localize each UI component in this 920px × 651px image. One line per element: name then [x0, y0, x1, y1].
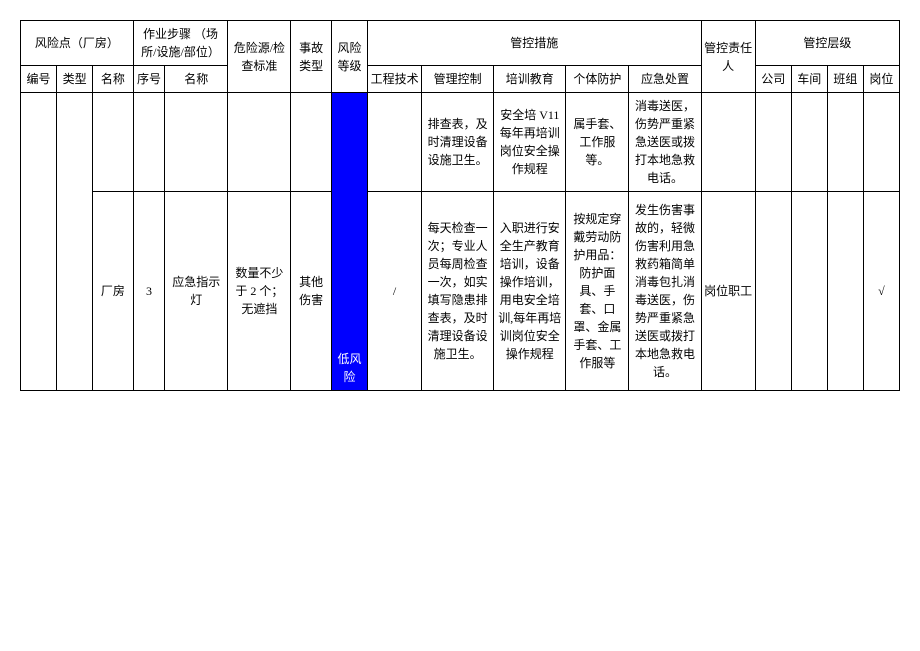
cell-company — [755, 192, 791, 391]
header-post: 岗位 — [863, 66, 899, 93]
cell-emergency: 发生伤害事故的，轻微伤害利用急救药箱简单消毒包扎消毒送医，伤势严重紧急送医或拨打… — [629, 192, 701, 391]
cell-team — [827, 93, 863, 192]
cell-step-name: 应急指示灯 — [165, 192, 228, 391]
cell-eng-tech — [368, 93, 422, 192]
cell-mgmt-control: 排查表，及时清理设备设施卫生。 — [422, 93, 494, 192]
cell-team — [827, 192, 863, 391]
cell-emergency: 消毒送医，伤势严重紧急送医或拨打本地急救电话。 — [629, 93, 701, 192]
cell-accident — [291, 93, 332, 192]
cell-step-name — [165, 93, 228, 192]
cell-workshop — [791, 192, 827, 391]
header-eng-tech: 工程技术 — [368, 66, 422, 93]
cell-mgmt-control: 每天检查一次；专业人员每周检查一次，如实填写隐患排查表，及时清理设备设施卫生。 — [422, 192, 494, 391]
cell-responsible: 岗位职工 — [701, 192, 755, 391]
cell-ppe: 按规定穿戴劳动防护用品：防护面具、手套、口罩、金属手套、工作服等 — [566, 192, 629, 391]
header-risk-point: 风险点（厂房） — [21, 21, 134, 66]
header-accident-type: 事故类型 — [291, 21, 332, 93]
cell-hazard: 数量不少于 2 个；无遮挡 — [228, 192, 291, 391]
header-emergency: 应急处置 — [629, 66, 701, 93]
cell-risk-level: 低风险 — [331, 93, 367, 391]
cell-seq — [133, 93, 165, 192]
header-work-step: 作业步骤 （场所/设施/部位） — [133, 21, 228, 66]
cell-workshop — [791, 93, 827, 192]
cell-hazard — [228, 93, 291, 192]
header-risk-level: 风险等级 — [331, 21, 367, 93]
header-name: 名称 — [93, 66, 134, 93]
risk-table: 风险点（厂房） 作业步骤 （场所/设施/部位） 危险源/检查标准 事故类型 风险… — [20, 20, 900, 391]
header-ppe: 个体防护 — [566, 66, 629, 93]
cell-post — [863, 93, 899, 192]
header-hazard-source: 危险源/检查标准 — [228, 21, 291, 93]
cell-ppe: 属手套、工作服等。 — [566, 93, 629, 192]
cell-seq: 3 — [133, 192, 165, 391]
cell-responsible — [701, 93, 755, 192]
cell-name — [93, 93, 134, 192]
header-category: 类型 — [57, 66, 93, 93]
header-seq: 序号 — [133, 66, 165, 93]
header-team: 班组 — [827, 66, 863, 93]
cell-category — [57, 93, 93, 391]
header-control-measure: 管控措施 — [368, 21, 702, 66]
cell-training: 安全培 V11 每年再培训岗位安全操作规程 — [494, 93, 566, 192]
cell-name: 厂房 — [93, 192, 134, 391]
cell-eng-tech: / — [368, 192, 422, 391]
header-control-level: 管控层级 — [755, 21, 899, 66]
cell-id — [21, 93, 57, 391]
header-training: 培训教育 — [494, 66, 566, 93]
cell-post: √ — [863, 192, 899, 391]
table-row: 厂房 3 应急指示灯 数量不少于 2 个；无遮挡 其他伤害 / 每天检查一次；专… — [21, 192, 900, 391]
header-step-name: 名称 — [165, 66, 228, 93]
table-row: 低风险 排查表，及时清理设备设施卫生。 安全培 V11 每年再培训岗位安全操作规… — [21, 93, 900, 192]
header-responsible: 管控责任人 — [701, 21, 755, 93]
cell-training: 入职进行安全生产教育培训，设备操作培训，用电安全培训,每年再培训岗位安全操作规程 — [494, 192, 566, 391]
cell-company — [755, 93, 791, 192]
header-company: 公司 — [755, 66, 791, 93]
header-id: 编号 — [21, 66, 57, 93]
header-mgmt-control: 管理控制 — [422, 66, 494, 93]
cell-accident: 其他伤害 — [291, 192, 332, 391]
header-workshop: 车间 — [791, 66, 827, 93]
